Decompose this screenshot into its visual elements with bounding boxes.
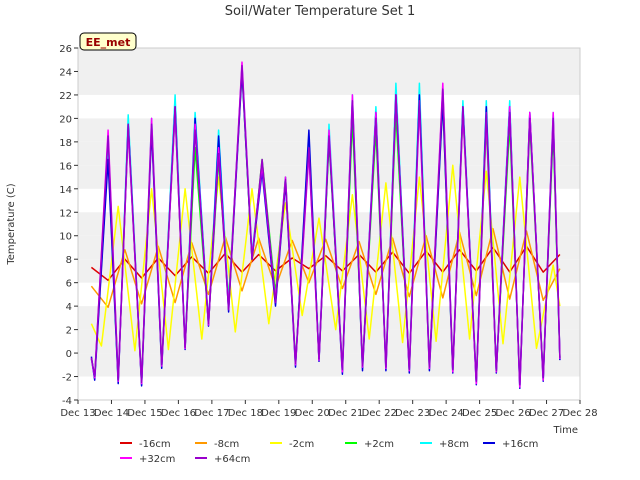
x-tick-label: Dec 22: [362, 408, 397, 419]
legend: -16cm -8cm -2cm +2cm +8cm +16cm +32cm +64cm: [120, 439, 538, 465]
y-tick-label: 6: [66, 279, 72, 290]
y-tick-label: 26: [59, 44, 72, 55]
x-tick-label: Dec 21: [328, 408, 363, 419]
grid-band: [78, 94, 580, 119]
grid-band: [78, 282, 580, 307]
y-tick-label: 4: [66, 302, 72, 313]
x-tick-label: Dec 27: [529, 408, 564, 419]
site-label-background: [79, 32, 137, 51]
x-axis-label: Time: [553, 425, 578, 436]
x-tick-label: Dec 23: [395, 408, 430, 419]
series-line-16cm: [90, 245, 561, 282]
grid-band: [78, 212, 580, 236]
y-tick-label: 18: [59, 138, 72, 149]
y-tick-label: 24: [59, 67, 72, 78]
y-tick-label: 10: [59, 232, 72, 243]
x-tick-label: Dec 19: [261, 408, 296, 419]
plot-frame: [77, 47, 581, 401]
grid-band: [78, 48, 580, 72]
x-tick-label: Dec 15: [127, 408, 162, 419]
series-line-8cm: [90, 227, 561, 309]
grid-band: [78, 376, 580, 400]
legend-label: -16cm: [139, 439, 171, 450]
y-tick-label: 22: [59, 91, 72, 102]
x-tick-label: Dec 26: [495, 408, 530, 419]
site-label: EE_met: [86, 36, 131, 49]
series-lines: [90, 61, 561, 390]
legend-label: -2cm: [289, 439, 314, 450]
grid-band: [78, 188, 580, 213]
legend-label: +8cm: [439, 439, 469, 450]
x-tick-label: Dec 24: [429, 408, 464, 419]
site-label-box: EE_met: [79, 32, 137, 51]
x-tick-label: Dec 14: [94, 408, 129, 419]
y-tick-label: 12: [59, 208, 72, 219]
x-tick-label: Dec 20: [295, 408, 330, 419]
y-tick-label: 14: [59, 185, 72, 196]
y-tick-label: 16: [59, 161, 72, 172]
y-tick-label: -2: [62, 373, 72, 384]
chart-title: Soil/Water Temperature Set 1: [225, 4, 416, 19]
x-tick-label: Dec 16: [161, 408, 196, 419]
y-tick-label: 20: [59, 114, 72, 125]
legend-label: +16cm: [502, 439, 538, 450]
legend-label: +2cm: [364, 439, 394, 450]
x-tick-label: Dec 28: [562, 408, 597, 419]
x-tick-label: Dec 25: [462, 408, 497, 419]
y-tick-label: 0: [66, 349, 72, 360]
x-tick-label: Dec 17: [194, 408, 229, 419]
y-axis-label: Temperature (C): [6, 183, 17, 265]
y-tick-label: 2: [66, 326, 72, 337]
legend-label: +32cm: [139, 454, 175, 465]
series-line-64cm: [90, 64, 561, 386]
x-tick-label: Dec 18: [228, 408, 263, 419]
y-tick-label: -4: [62, 396, 72, 407]
legend-label: +64cm: [214, 454, 250, 465]
legend-label: -8cm: [214, 439, 239, 450]
grid-band: [78, 353, 580, 377]
grid-band: [78, 71, 580, 95]
x-tick-label: Dec 13: [60, 408, 95, 419]
y-tick-label: 8: [66, 255, 72, 266]
